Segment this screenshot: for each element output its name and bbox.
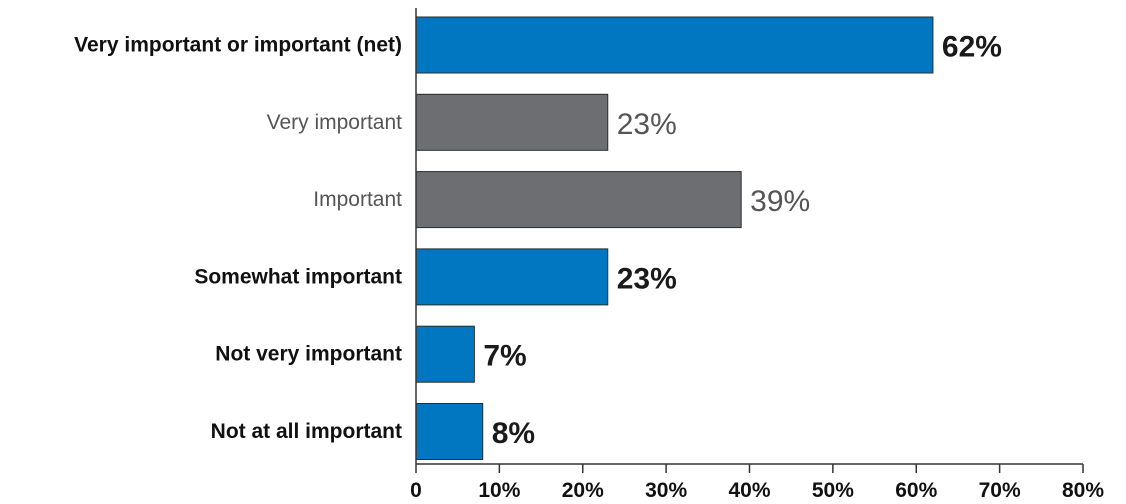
x-tick-label-2: 20%: [562, 479, 604, 502]
value-labels-group: 62% 23% 39% 23% 7% 8%: [483, 31, 1002, 451]
category-label-4: Not very important: [215, 343, 402, 366]
bars-group: [415, 16, 934, 460]
value-label-1: 23%: [617, 108, 677, 141]
bar-4: [415, 325, 475, 383]
x-tick-label-7: 70%: [979, 479, 1021, 502]
x-tick-label-8: 80%: [1062, 479, 1104, 502]
x-tick-label-4: 40%: [728, 479, 770, 502]
x-tick-label-6: 60%: [895, 479, 937, 502]
value-label-2: 39%: [750, 185, 810, 218]
x-axis-ticks-group: 0 10% 20% 30% 40% 50% 60% 70% 80%: [410, 464, 1104, 502]
value-label-3: 23%: [617, 262, 677, 295]
bar-2: [415, 171, 742, 229]
x-tick-label-0: 0: [410, 479, 422, 502]
bar-3: [415, 248, 609, 306]
value-label-4: 7%: [483, 340, 526, 373]
category-labels-group: Very important or important (net) Very im…: [74, 34, 402, 444]
category-label-1: Very important: [267, 111, 403, 134]
x-tick-label-5: 50%: [812, 479, 854, 502]
category-label-2: Important: [313, 188, 402, 211]
value-label-5: 8%: [492, 417, 535, 450]
value-label-0: 62%: [942, 31, 1002, 64]
x-tick-label-1: 10%: [478, 479, 520, 502]
category-label-0: Very important or important (net): [74, 34, 402, 57]
category-label-5: Not at all important: [211, 420, 402, 443]
bar-0: [415, 16, 934, 74]
category-label-3: Somewhat important: [194, 265, 402, 288]
x-tick-label-3: 30%: [645, 479, 687, 502]
bar-5: [415, 403, 484, 460]
bar-1: [415, 93, 609, 151]
